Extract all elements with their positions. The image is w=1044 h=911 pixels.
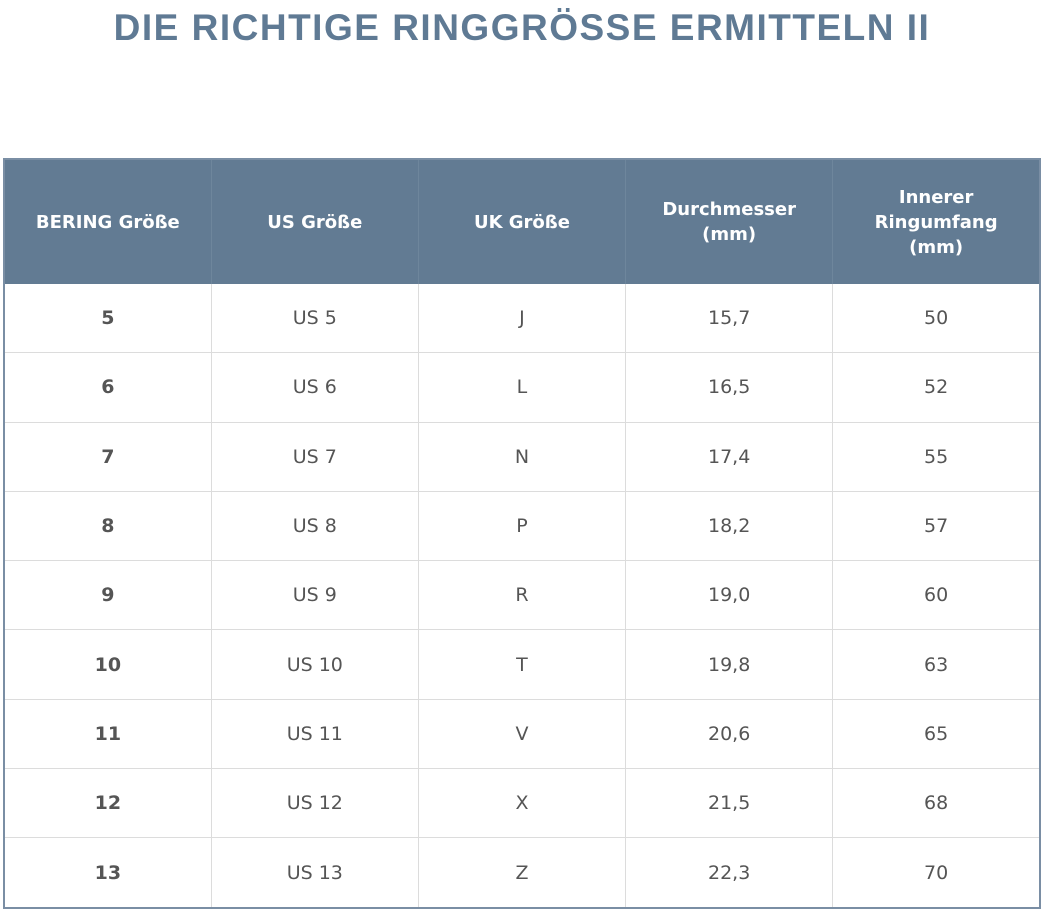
ring-size-cell: 10: [4, 629, 212, 700]
table-cell: 16,5: [625, 352, 834, 423]
table-cell: 18,2: [625, 491, 834, 562]
ring-size-cell: 7: [4, 422, 212, 492]
header-line: (mm): [702, 224, 757, 245]
ring-size-cell: 6: [4, 352, 212, 423]
table-cell: 60: [832, 560, 1041, 631]
table-cell: L: [418, 352, 627, 423]
table-row: 13 US 13 Z 22,3 70: [4, 837, 1041, 909]
table-cell: 19,0: [625, 560, 834, 631]
header-line: UK Größe: [473, 211, 570, 233]
table-cell: 22,3: [625, 837, 834, 909]
header-line: (mm): [909, 236, 964, 258]
table-cell: P: [418, 491, 627, 562]
table-cell: US 13: [211, 837, 419, 909]
column-header: Durchmesser (mm): [625, 159, 834, 284]
column-header: UK Größe: [418, 159, 627, 284]
table-row: 5 US 5 J 15,7 50: [4, 284, 1041, 354]
table-cell: 50: [832, 284, 1041, 354]
table-cell: 20,6: [625, 699, 834, 770]
table-cell: US 10: [211, 629, 419, 700]
table-row: 12 US 12 X 21,5 68: [4, 768, 1041, 839]
ring-size-cell: 5: [4, 284, 212, 354]
table-body: 5 US 5 J 15,7 50 6 US 6 L 16,5 52 7 US 7 N 17,4 55 8 US …: [4, 284, 1041, 909]
table-cell: N: [418, 422, 627, 492]
table-row: 10 US 10 T 19,8 63: [4, 629, 1041, 700]
table-row: 9 US 9 R 19,0 60: [4, 560, 1041, 631]
table-cell: X: [418, 768, 627, 839]
header-line: US Größe: [267, 211, 363, 233]
table-cell: US 8: [211, 491, 419, 562]
table-cell: US 6: [211, 352, 419, 423]
header-line: BERING Größe: [35, 211, 180, 233]
table-cell: 21,5: [625, 768, 834, 839]
table-cell: 65: [832, 699, 1041, 770]
table-cell: 68: [832, 768, 1041, 839]
table-row: 6 US 6 L 16,5 52: [4, 352, 1041, 423]
header-row: BERING Größe US Größe UK Größe Durchmesser (…: [4, 159, 1041, 284]
table-row: 7 US 7 N 17,4 55: [4, 422, 1041, 492]
table-cell: 15,7: [625, 284, 834, 354]
page-title: DIE RICHTIGE RINGGRÖSSE ERMITTELN II: [113, 7, 931, 48]
header-line: Innerer: [898, 186, 974, 208]
column-header: BERING Größe: [4, 159, 212, 284]
table-cell: V: [418, 699, 627, 770]
table-cell: US 9: [211, 560, 419, 631]
table-cell: 55: [832, 422, 1041, 492]
table-cell: 70: [832, 837, 1041, 909]
table-row: 8 US 8 P 18,2 57: [4, 491, 1041, 562]
table-cell: US 12: [211, 768, 419, 839]
ring-size-cell: 12: [4, 768, 212, 839]
header-line: Ringumfang: [874, 211, 998, 233]
ring-size-cell: 8: [4, 491, 212, 562]
table-cell: T: [418, 629, 627, 700]
table-cell: Z: [418, 837, 627, 909]
table-cell: 19,8: [625, 629, 834, 700]
table-cell: 57: [832, 491, 1041, 562]
ring-size-cell: 9: [4, 560, 212, 631]
size-table: BERING Größe US Größe UK Größe Durchmesser (…: [3, 158, 1041, 909]
column-header: US Größe: [211, 159, 419, 284]
table-cell: 17,4: [625, 422, 834, 492]
ring-size-cell: 11: [4, 699, 212, 770]
column-header: Innerer Ringumfang (mm): [832, 159, 1041, 284]
table-header: BERING Größe US Größe UK Größe Durchmesser (…: [4, 159, 1041, 284]
table-cell: US 11: [211, 699, 419, 770]
table-cell: 63: [832, 629, 1041, 700]
header-line: Durchmesser: [662, 199, 796, 220]
table-cell: 52: [832, 352, 1041, 423]
table-cell: J: [418, 284, 627, 354]
table-cell: US 5: [211, 284, 419, 354]
table-cell: US 7: [211, 422, 419, 492]
table-row: 11 US 11 V 20,6 65: [4, 699, 1041, 770]
table-cell: R: [418, 560, 627, 631]
ring-size-cell: 13: [4, 837, 212, 909]
